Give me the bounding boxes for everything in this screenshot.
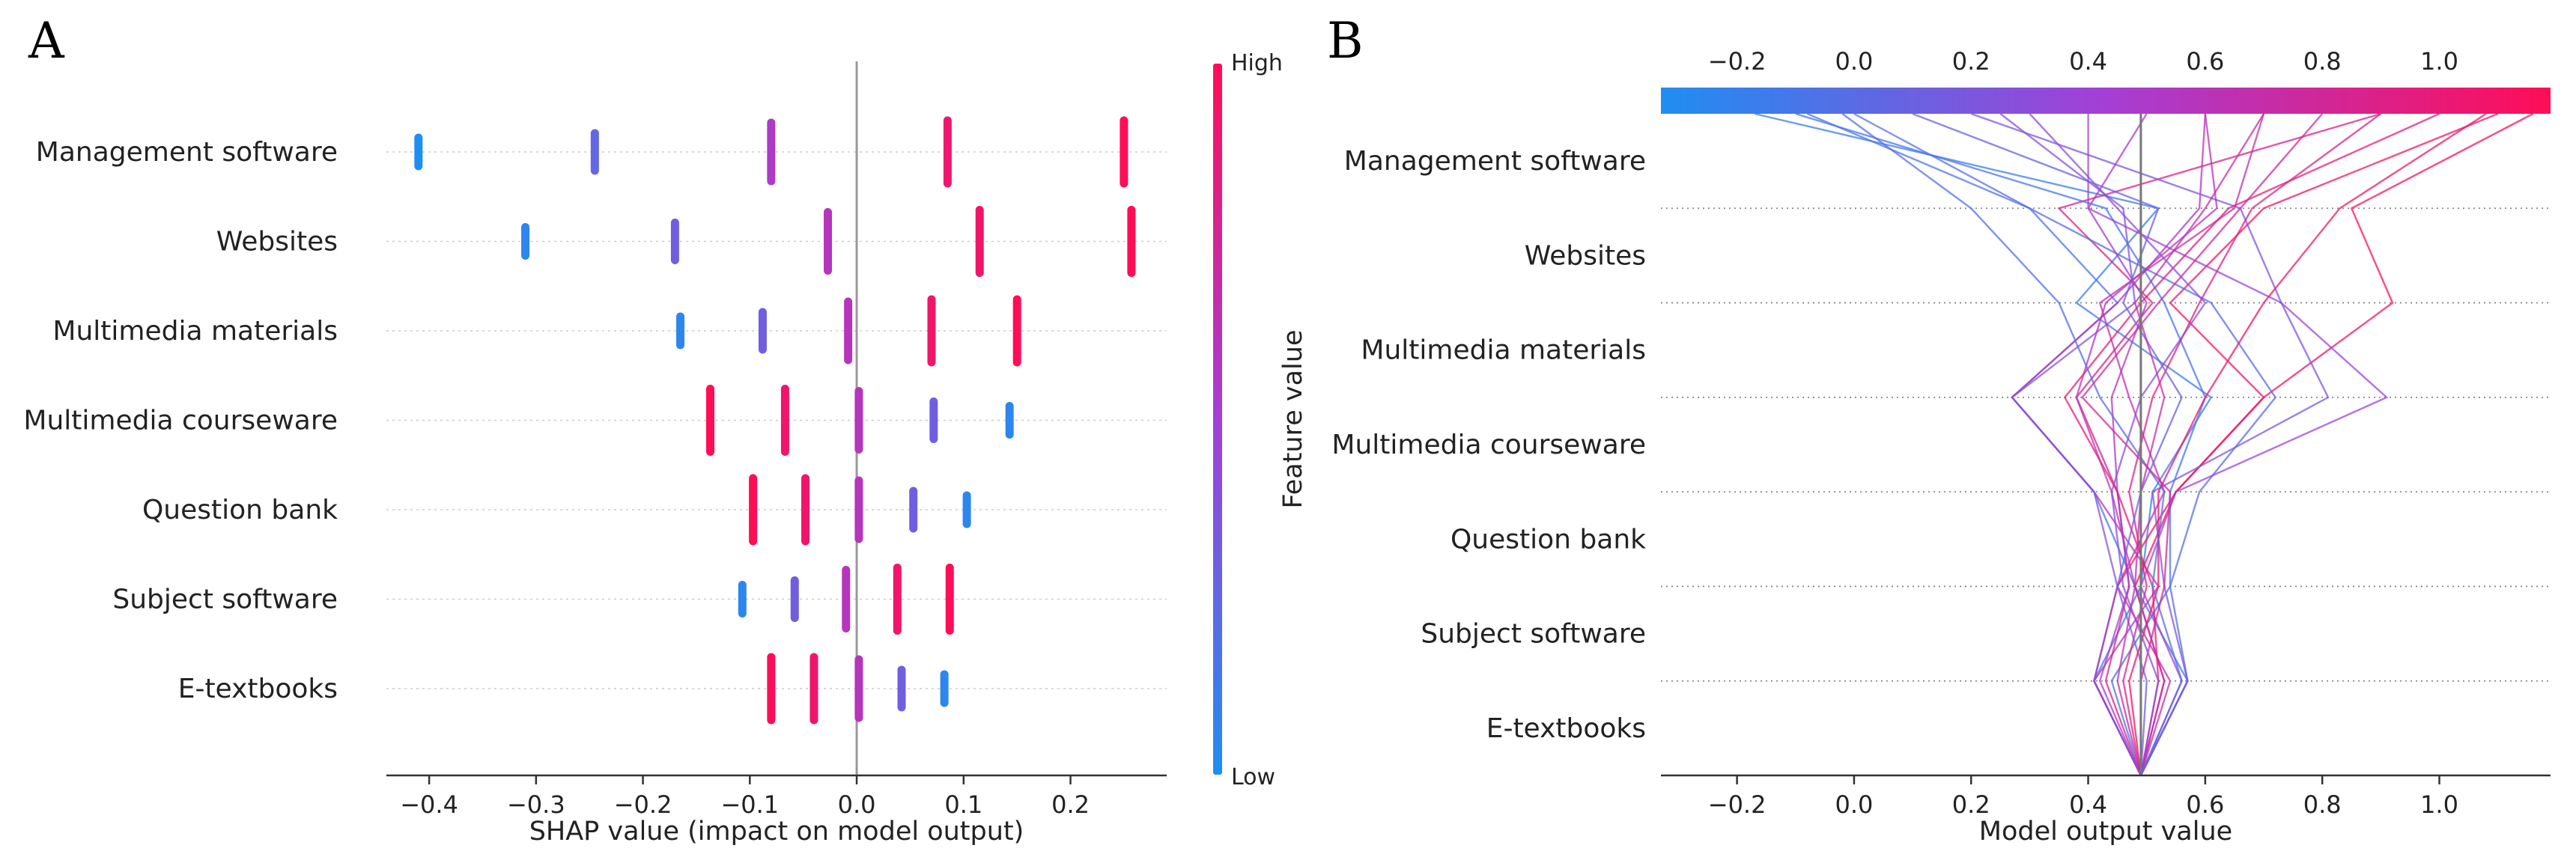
b-decision-line xyxy=(2116,113,2265,776)
a-tick-label: −0.1 xyxy=(720,790,779,819)
a-feature-labels: Management software Websites Multimedia ma… xyxy=(23,137,338,704)
b-decision-line xyxy=(1795,112,2207,776)
a-feature-label: E-textbooks xyxy=(178,674,338,704)
b-top-tick-labels: −0.2 0.0 0.2 0.4 0.6 0.8 1.0 xyxy=(1708,47,2458,76)
a-feature-label: Question bank xyxy=(142,495,338,525)
b-top-tick-label: 1.0 xyxy=(2420,47,2458,76)
b-decision-line xyxy=(1853,112,2277,776)
a-feature-label: Multimedia materials xyxy=(52,316,338,347)
b-feature-label: Question bank xyxy=(1450,524,1646,555)
b-top-tick-label: 0.8 xyxy=(2303,47,2342,76)
a-feature-label: Websites xyxy=(216,227,338,257)
a-feature-label: Management software xyxy=(36,137,338,168)
b-decision-line xyxy=(2087,114,2389,776)
b-decision-line xyxy=(2087,113,2148,776)
a-tick-label: 0.1 xyxy=(944,790,982,819)
b-top-color-bar xyxy=(1661,88,2551,114)
b-decision-line xyxy=(2029,113,2207,776)
b-tick-label: 0.8 xyxy=(2303,790,2342,819)
b-decision-line xyxy=(2128,112,2487,776)
b-decision-line xyxy=(1999,113,2142,776)
b-decision-lines xyxy=(1754,112,2534,776)
a-tick-label: −0.3 xyxy=(507,790,565,819)
b-tick-label: 0.4 xyxy=(2069,790,2107,819)
b-tick-label: 0.6 xyxy=(2186,790,2224,819)
b-decision-line xyxy=(1841,113,2183,776)
a-tick-label: −0.2 xyxy=(614,790,672,819)
panel-b-letter: B xyxy=(1327,12,1364,70)
a-x-ticks: −0.4 −0.3 −0.2 −0.1 0.0 0.1 0.2 xyxy=(400,775,1090,819)
colorbar: High Low Feature value xyxy=(1213,50,1308,790)
b-decision-line xyxy=(1970,112,2330,776)
a-tick-label: 0.2 xyxy=(1051,790,1090,819)
a-tick-label: 0.0 xyxy=(838,790,876,819)
b-feature-label: E-textbooks xyxy=(1486,713,1646,744)
colorbar-title: Feature value xyxy=(1278,330,1308,509)
a-feature-label: Multimedia courseware xyxy=(23,406,338,436)
b-row-gridlines xyxy=(1661,207,2551,682)
b-feature-label: Multimedia courseware xyxy=(1331,430,1646,460)
b-feature-labels: Management software Websites Multimedia ma… xyxy=(1331,146,1646,744)
b-decision-line xyxy=(2075,113,2218,776)
b-tick-label: 1.0 xyxy=(2420,790,2458,819)
b-feature-label: Subject software xyxy=(1421,619,1646,650)
a-tick-label: −0.4 xyxy=(400,790,458,819)
b-decision-line xyxy=(2057,112,2381,776)
b-tick-label: 0.0 xyxy=(1835,790,1873,819)
a-x-axis-title: SHAP value (impact on model output) xyxy=(529,817,1024,847)
b-top-tick-label: 0.4 xyxy=(2069,47,2107,76)
b-top-tick-label: 0.6 xyxy=(2186,47,2224,76)
b-x-ticks: −0.2 0.0 0.2 0.4 0.6 0.8 1.0 xyxy=(1708,775,2458,819)
colorbar-high-label: High xyxy=(1231,50,1283,76)
a-feature-label: Subject software xyxy=(112,585,338,615)
a-row-gridlines xyxy=(386,151,1167,689)
panel-a-letter: A xyxy=(28,12,65,70)
b-decision-line xyxy=(2098,113,2265,776)
b-tick-label: 0.2 xyxy=(1952,790,1990,819)
panel-b-decision-plot: −0.2 0.0 0.2 0.4 0.6 0.8 1.0 Management softwa… xyxy=(1331,47,2551,847)
b-feature-label: Management software xyxy=(1344,146,1646,177)
b-top-tick-label: 0.2 xyxy=(1952,47,1990,76)
b-top-tick-label: −0.2 xyxy=(1708,47,1767,76)
a-points xyxy=(414,116,1136,725)
b-x-axis-title: Model output value xyxy=(1979,817,2232,847)
colorbar-low-label: Low xyxy=(1231,764,1275,790)
panel-a-beeswarm: Management software Websites Multimedia ma… xyxy=(23,61,1167,847)
b-tick-label: −0.2 xyxy=(1708,790,1767,819)
b-feature-label: Multimedia materials xyxy=(1361,335,1646,366)
b-decision-line xyxy=(2063,112,2440,776)
b-top-tick-label: 0.0 xyxy=(1835,47,1873,76)
colorbar-gradient xyxy=(1213,64,1222,775)
b-feature-label: Websites xyxy=(1525,240,1646,271)
